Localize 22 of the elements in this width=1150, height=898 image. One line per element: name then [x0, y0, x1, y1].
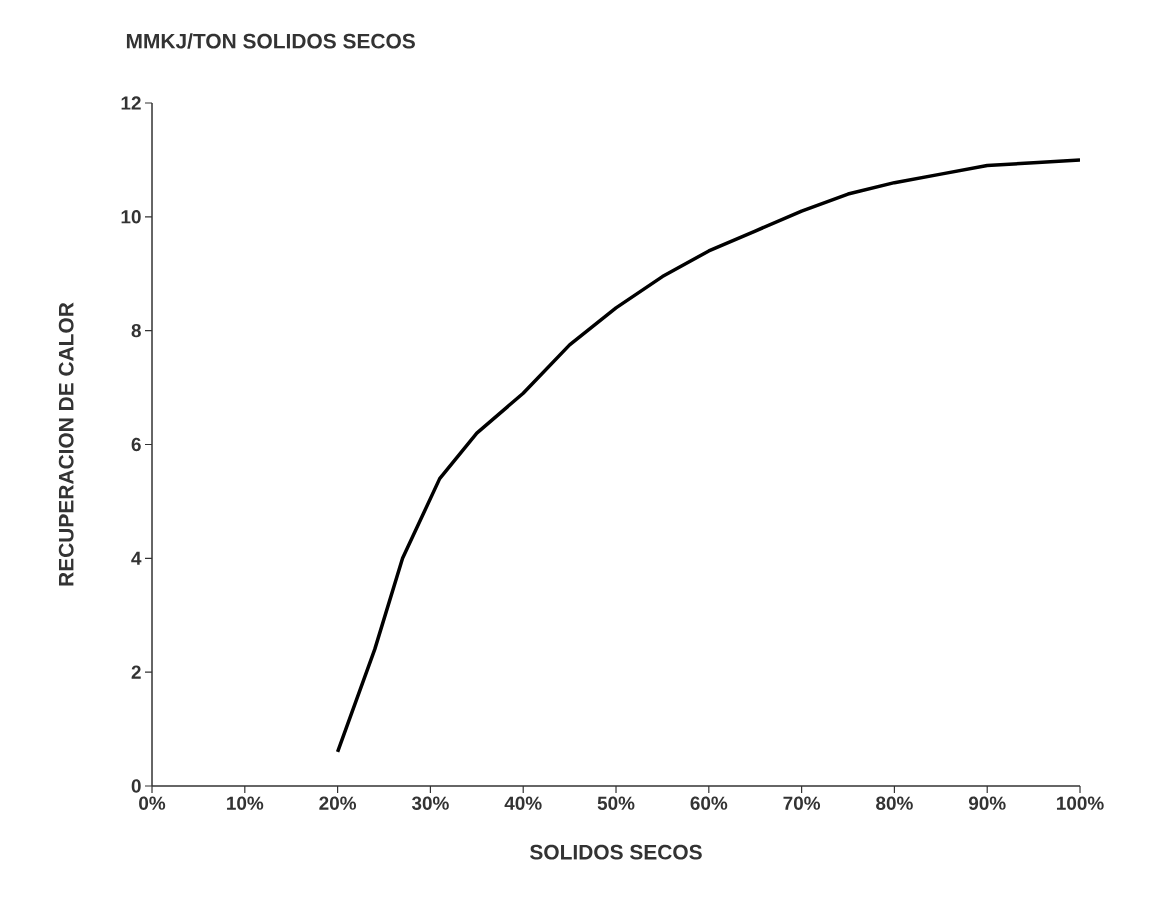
y-axis-title: RECUPERACION DE CALOR: [58, 302, 74, 586]
y-tick-label: 8: [131, 323, 141, 338]
y-tick-label: 10: [121, 210, 141, 224]
x-tick-label: 20%: [319, 796, 357, 810]
y-tick-label: 6: [131, 437, 141, 452]
y-tick-label: 2: [131, 665, 141, 679]
x-tick-label: 40%: [504, 796, 542, 810]
x-tick-label: 90%: [968, 796, 1006, 810]
x-tick-label: 60%: [690, 796, 728, 810]
x-tick-label: 100%: [1056, 796, 1104, 810]
chart-title: MMKJ/TON SOLIDOS SECOS: [126, 33, 415, 49]
y-tick-label: 0: [131, 779, 141, 793]
x-tick-label: 30%: [411, 796, 449, 810]
x-tick-label: 50%: [597, 796, 635, 810]
y-tick-label: 4: [131, 551, 142, 565]
x-tick-label: 10%: [227, 796, 264, 810]
x-tick-label: 80%: [876, 796, 913, 810]
line-series: [335, 158, 1081, 754]
y-tick-label: 12: [121, 96, 141, 110]
x-axis-title: SOLIDOS SECOS: [530, 844, 702, 860]
x-tick-label: 70%: [783, 796, 821, 810]
x-tick-label: 0%: [139, 796, 166, 810]
